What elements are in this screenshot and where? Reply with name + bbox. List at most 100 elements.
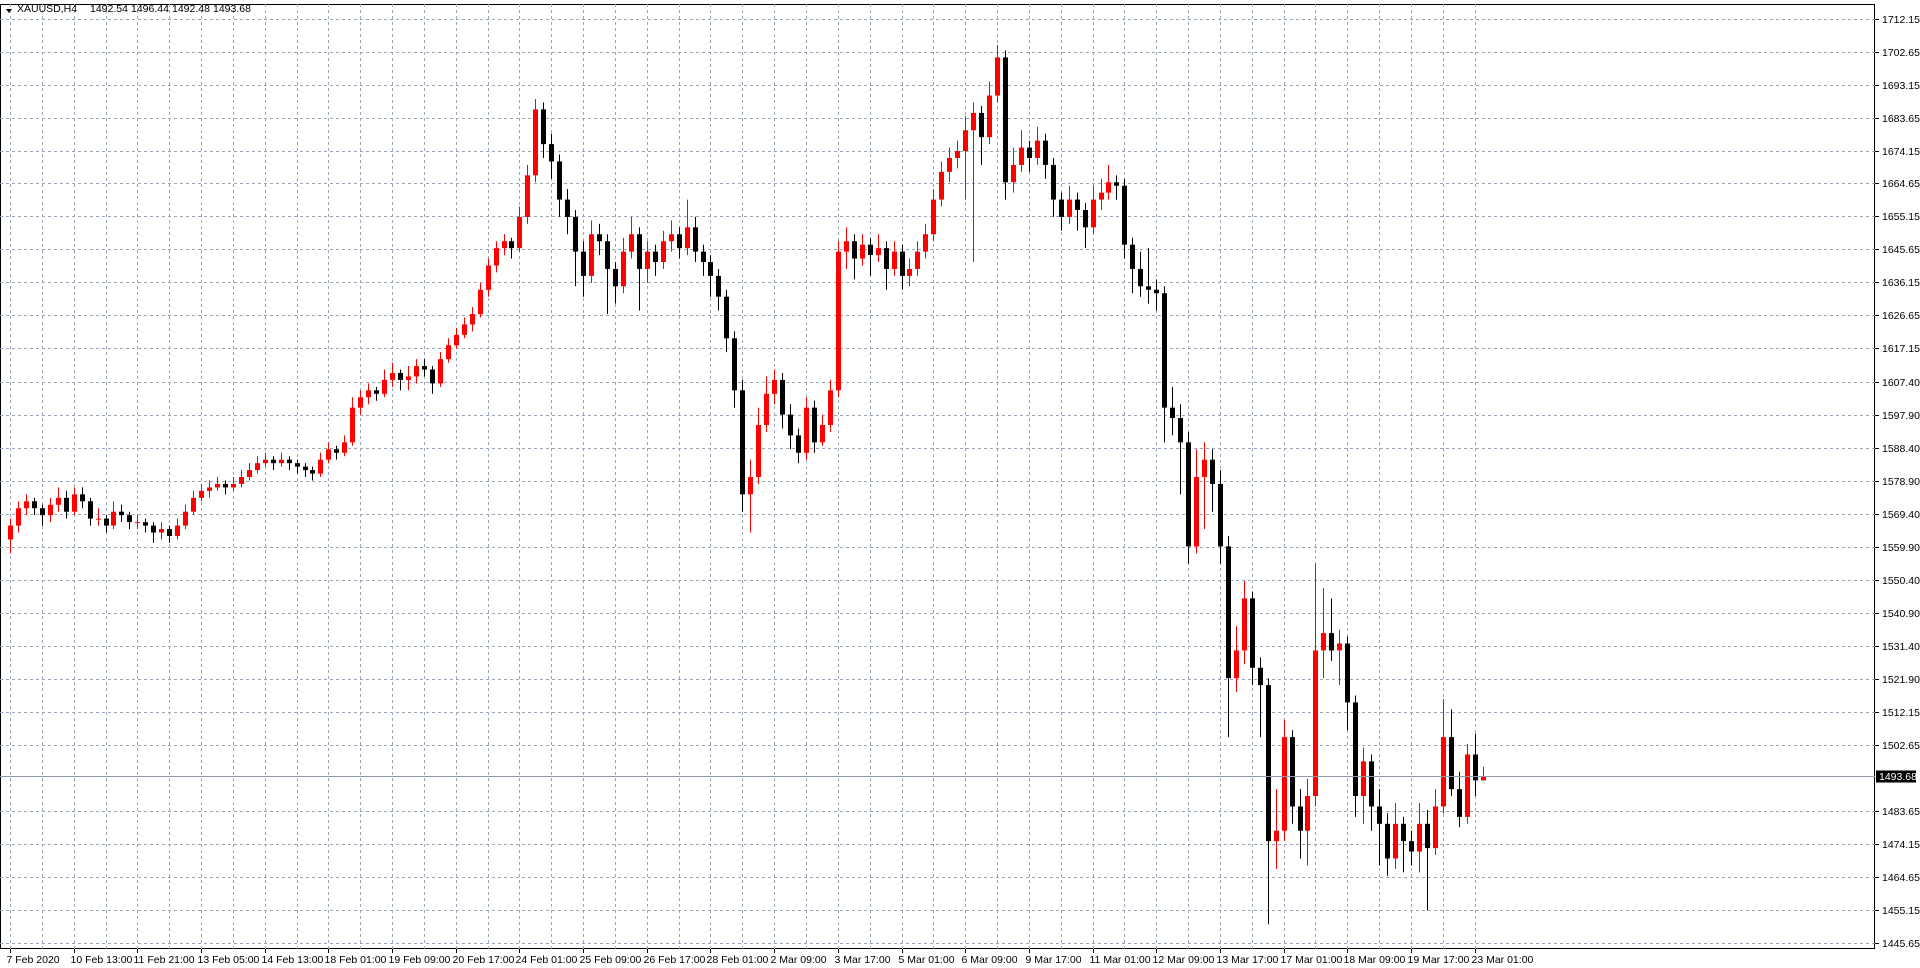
candle-body (708, 262, 713, 276)
candle-body (462, 324, 467, 335)
candle-body (581, 251, 586, 276)
candle-body (1186, 442, 1191, 547)
candle-body (72, 494, 77, 512)
candle-body (1425, 823, 1430, 849)
candles (0, 44, 1875, 925)
candle-body (1266, 685, 1271, 842)
y-tick-label: 1626.65 (1882, 310, 1920, 322)
candle-body (1282, 737, 1287, 831)
price-label: 1493.68 (1879, 771, 1917, 783)
candle-body (557, 161, 562, 200)
candle-body (685, 227, 690, 249)
candle-body (637, 234, 642, 269)
candle-body (724, 296, 729, 339)
x-tick-label: 9 Mar 17:00 (1026, 954, 1082, 966)
y-tick-label: 1569.40 (1882, 509, 1920, 521)
candle-body (613, 268, 618, 287)
candle-body (669, 234, 674, 242)
candle-body (1170, 407, 1175, 419)
candle-body (430, 369, 435, 384)
candle-body (167, 529, 172, 536)
candle-body (279, 459, 284, 464)
candle-body (398, 372, 403, 380)
axes: 1712.15 1702.65 1693.15 1683.65 1674.15 1664.… (7, 14, 1920, 966)
candle-body (1433, 806, 1438, 849)
candle-body (16, 508, 21, 526)
candle-body (1051, 164, 1056, 200)
candle-body (764, 393, 769, 426)
x-tick-label: 2 Mar 09:00 (771, 954, 827, 966)
candle-body (541, 109, 546, 145)
candle-body (1345, 643, 1350, 703)
candle-body (677, 234, 682, 249)
candle-body (1481, 776, 1486, 781)
candle-body (995, 57, 1000, 96)
candle-body (716, 275, 721, 297)
candle-body (1194, 477, 1199, 547)
y-tick-label: 1531.40 (1882, 641, 1920, 653)
candle-body (979, 112, 984, 138)
candle-body (207, 487, 212, 491)
candle-body (836, 251, 841, 391)
candle-body (1234, 650, 1239, 679)
candle-body (1465, 754, 1470, 817)
candle-body (987, 95, 992, 138)
candle-body (303, 466, 308, 471)
candle-body (900, 251, 905, 276)
candle-body (255, 463, 260, 471)
x-tick-label: 6 Mar 09:00 (962, 954, 1018, 966)
candle-body (860, 244, 865, 259)
candle-body (1075, 199, 1080, 210)
candle-body (1401, 823, 1406, 842)
candle-body (1114, 182, 1119, 186)
candle-body (406, 376, 411, 380)
y-tick-label: 1559.90 (1882, 542, 1920, 554)
candle-body (48, 504, 53, 516)
candle-body (645, 251, 650, 269)
candle-body (605, 241, 610, 269)
candle-body (509, 241, 514, 249)
candle-body (748, 477, 753, 495)
candle-body (502, 241, 507, 249)
candle-body (525, 175, 530, 217)
candle-body (111, 511, 116, 526)
y-tick-label: 1655.15 (1882, 211, 1920, 223)
x-tick-label: 13 Feb 05:00 (198, 954, 260, 966)
y-tick-label: 1512.15 (1882, 707, 1920, 719)
candle-body (239, 477, 244, 484)
y-tick-label: 1483.65 (1882, 806, 1920, 818)
plot-frame (0, 4, 1875, 949)
candle-body (1290, 737, 1295, 807)
grid (0, 4, 1875, 949)
candle-body (486, 265, 491, 290)
candle-body (32, 501, 37, 509)
x-tick-label: 20 Feb 17:00 (453, 954, 515, 966)
candle-body (318, 459, 323, 474)
candle-body (40, 508, 45, 516)
price-label-bg (1876, 770, 1916, 783)
candle-body (931, 199, 936, 235)
candle-body (1353, 702, 1358, 797)
candle-body (740, 390, 745, 495)
y-tick-label: 1464.65 (1882, 872, 1920, 884)
candle-body (828, 390, 833, 426)
candle-body (104, 518, 109, 526)
candle-body (80, 494, 85, 502)
candle-body (191, 497, 196, 512)
candle-body (533, 109, 538, 176)
candle-body (661, 241, 666, 263)
candle-body (971, 112, 976, 131)
candle-body (963, 130, 968, 152)
candle-body (287, 459, 292, 464)
y-tick-label: 1617.15 (1882, 343, 1920, 355)
candle-body (1091, 199, 1096, 228)
y-tick-label: 1474.15 (1882, 839, 1920, 851)
candle-body (1011, 164, 1016, 183)
candle-body (183, 511, 188, 526)
candle-body (454, 334, 459, 346)
y-tick-label: 1540.90 (1882, 608, 1920, 620)
x-tick-label: 19 Feb 09:00 (389, 954, 451, 966)
y-tick-label: 1702.65 (1882, 47, 1920, 59)
